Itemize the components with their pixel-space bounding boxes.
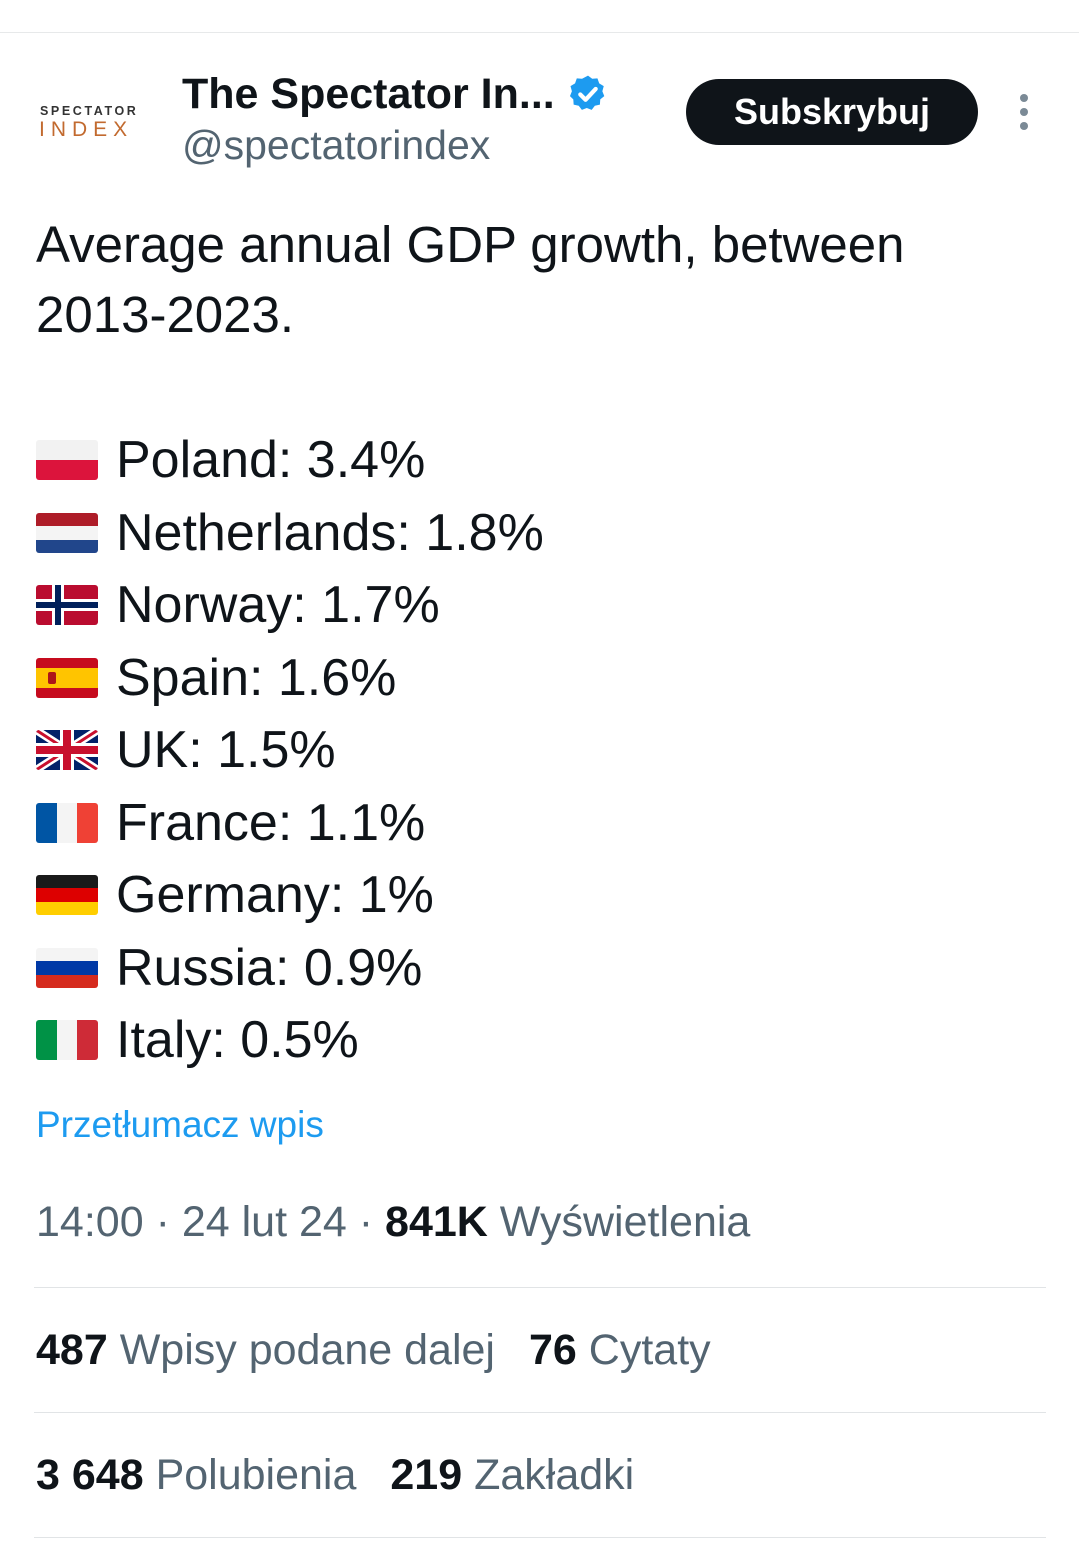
engagement-row-1: 487 Wpisy podane dalej 76 Cytaty [36, 1326, 711, 1375]
post-intro-line-2: 2013-2023. [36, 286, 295, 343]
netherlands-flag-icon [36, 512, 98, 553]
germany-flag-icon [36, 875, 98, 916]
list-item: Spain: 1.6% [36, 642, 544, 715]
list-item-text: UK: 1.5% [116, 721, 336, 780]
top-divider [0, 32, 1079, 33]
more-options-icon[interactable] [1010, 92, 1038, 132]
list-item-text: Russia: 0.9% [116, 938, 423, 997]
post-intro-line-1: Average annual GDP growth, between [36, 216, 905, 273]
list-item-text: Norway: 1.7% [116, 576, 440, 635]
list-item-text: Netherlands: 1.8% [116, 503, 544, 562]
list-item: Russia: 0.9% [36, 932, 544, 1005]
divider [34, 1287, 1046, 1288]
list-item-text: Poland: 3.4% [116, 431, 426, 490]
post-intro: Average annual GDP growth, between 2013-… [36, 210, 1046, 350]
avatar-large-text: INDEX [39, 118, 134, 141]
quotes-stat[interactable]: 76 Cytaty [529, 1326, 711, 1374]
russia-flag-icon [36, 947, 98, 988]
reposts-label: Wpisy podane dalej [119, 1326, 495, 1374]
list-item: UK: 1.5% [36, 714, 544, 787]
list-item-text: Italy: 0.5% [116, 1011, 359, 1070]
reposts-stat[interactable]: 487 Wpisy podane dalej [36, 1326, 495, 1374]
italy-flag-icon [36, 1020, 98, 1061]
author-name-row[interactable]: The Spectator In... [182, 66, 609, 122]
post-time[interactable]: 14:00 [36, 1198, 144, 1246]
uk-flag-icon [36, 730, 98, 771]
list-item: Norway: 1.7% [36, 569, 544, 642]
subscribe-button[interactable]: Subskrybuj [686, 79, 978, 145]
list-item: Germany: 1% [36, 859, 544, 932]
translate-post-link[interactable]: Przetłumacz wpis [36, 1104, 324, 1145]
divider [34, 1412, 1046, 1413]
poland-flag-icon [36, 440, 98, 481]
views-count: 841K [385, 1198, 488, 1246]
list-item: Italy: 0.5% [36, 1004, 544, 1077]
list-item: France: 1.1% [36, 787, 544, 860]
quotes-label: Cytaty [588, 1326, 711, 1374]
post-meta: 14:00 · 24 lut 24 · 841K Wyświetlenia [36, 1198, 750, 1247]
reposts-count: 487 [36, 1326, 108, 1374]
france-flag-icon [36, 802, 98, 843]
verified-badge-icon [569, 75, 605, 110]
avatar[interactable]: SPECTATOR INDEX [28, 78, 152, 154]
views-label: Wyświetlenia [499, 1198, 751, 1246]
gdp-list: Poland: 3.4% Netherlands: 1.8% Norway: 1… [36, 424, 544, 1077]
list-item: Poland: 3.4% [36, 424, 544, 497]
avatar-small-text: SPECTATOR [40, 104, 139, 118]
meta-separator: · [358, 1198, 374, 1246]
author-handle[interactable]: @spectatorindex [182, 122, 491, 168]
likes-count: 3 648 [36, 1451, 144, 1499]
bookmarks-stat[interactable]: 219 Zakładki [390, 1451, 634, 1499]
engagement-row-2: 3 648 Polubienia 219 Zakładki [36, 1451, 634, 1500]
bookmarks-label: Zakładki [474, 1451, 635, 1499]
author-display-name[interactable]: The Spectator In... [182, 69, 555, 118]
bookmarks-count: 219 [390, 1451, 463, 1499]
quotes-count: 76 [529, 1326, 577, 1374]
likes-stat[interactable]: 3 648 Polubienia [36, 1451, 356, 1499]
spain-flag-icon [36, 657, 98, 698]
divider [34, 1537, 1046, 1538]
likes-label: Polubienia [155, 1451, 357, 1499]
list-item-text: France: 1.1% [116, 793, 426, 852]
list-item-text: Germany: 1% [116, 866, 434, 925]
meta-separator: · [155, 1198, 170, 1246]
post-date[interactable]: 24 lut 24 [181, 1198, 347, 1246]
list-item-text: Spain: 1.6% [116, 648, 397, 707]
list-item: Netherlands: 1.8% [36, 497, 544, 570]
norway-flag-icon [36, 585, 98, 626]
